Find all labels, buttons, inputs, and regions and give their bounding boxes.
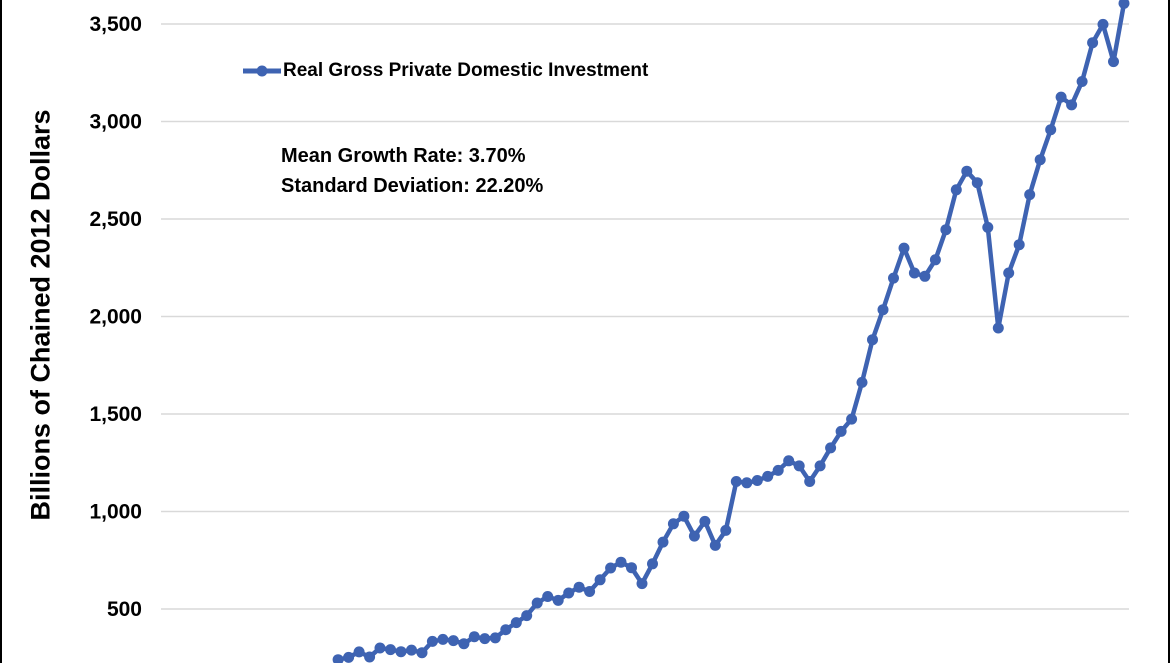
data-point-marker (835, 425, 847, 437)
data-point-marker (584, 586, 596, 597)
data-point-marker (479, 633, 491, 645)
standard-deviation-text: Standard Deviation: 22.20% (281, 175, 544, 197)
data-point-marker (940, 224, 952, 236)
data-point-marker (426, 635, 438, 647)
data-point-marker (825, 442, 837, 454)
data-point-marker (1045, 124, 1057, 136)
data-point-marker (898, 242, 910, 254)
data-point-marker (730, 476, 742, 487)
y-axis-title: Billions of Chained 2012 Dollars (25, 109, 56, 521)
data-point-marker (563, 587, 575, 599)
data-point-marker (1087, 37, 1099, 49)
data-point-marker (741, 477, 753, 489)
data-point-marker (804, 476, 816, 487)
data-point-marker (888, 272, 899, 284)
data-point-marker (542, 591, 554, 602)
y-tick-label: 2,000 (89, 306, 142, 329)
data-point-marker (552, 594, 564, 606)
data-point-marker (846, 413, 858, 425)
y-tick-label: 2,500 (89, 208, 142, 231)
legend: Real Gross Private Domestic Investment (242, 60, 648, 82)
data-point-marker (877, 304, 889, 316)
y-tick-label: 1,000 (89, 501, 142, 524)
data-point-marker (709, 539, 721, 551)
data-point-marker (908, 267, 920, 279)
data-point-marker (385, 644, 396, 656)
data-point-marker (657, 536, 669, 548)
data-point-marker (1013, 239, 1025, 251)
data-point-marker (1118, 0, 1130, 9)
data-point-marker (867, 334, 878, 346)
data-point-marker (489, 632, 501, 644)
data-point-marker (374, 642, 386, 654)
data-point-marker (416, 647, 428, 659)
data-point-marker (636, 578, 648, 590)
data-point-marker (982, 221, 994, 233)
data-point-marker (510, 617, 522, 629)
data-point-marker (468, 631, 480, 643)
data-point-marker (343, 651, 355, 663)
data-point-marker (1003, 267, 1015, 279)
data-point-marker (521, 610, 533, 622)
data-point-marker (406, 644, 417, 656)
data-point-marker (1034, 154, 1046, 166)
data-point-marker (688, 530, 700, 542)
data-point-marker (992, 322, 1004, 334)
data-point-marker (594, 574, 606, 586)
data-point-marker (364, 651, 376, 663)
data-point-marker (626, 562, 637, 574)
data-point-marker (458, 638, 470, 650)
legend-line-marker-icon (243, 65, 281, 77)
data-point-marker (793, 460, 805, 472)
data-point-marker (531, 597, 543, 609)
data-point-marker (500, 624, 512, 636)
legend-label: Real Gross Private Domestic Investment (283, 60, 649, 81)
data-point-marker (1097, 18, 1109, 30)
data-point-marker (1066, 99, 1078, 111)
data-point-marker (1024, 189, 1036, 201)
data-point-marker (751, 475, 763, 486)
data-point-marker (678, 510, 690, 522)
data-point-marker (395, 646, 407, 658)
mean-growth-rate-text: Mean Growth Rate: 3.70% (281, 145, 526, 167)
left-edge-line (0, 0, 2, 663)
data-point-marker (783, 455, 795, 467)
y-tick-label: 1,500 (89, 403, 142, 426)
y-tick-label: 500 (107, 598, 142, 621)
data-point-marker (447, 635, 459, 647)
data-point-marker (961, 165, 973, 177)
data-point-marker (647, 558, 658, 570)
data-point-marker (1108, 56, 1119, 68)
data-point-marker (353, 646, 365, 658)
data-point-marker (605, 562, 617, 574)
y-tick-label: 3,000 (89, 111, 142, 134)
data-point-marker (762, 470, 774, 482)
data-point-marker (573, 581, 585, 593)
data-point-marker (814, 460, 826, 472)
data-point-marker (971, 177, 983, 189)
data-point-marker (950, 184, 962, 196)
data-point-marker (667, 518, 679, 530)
y-tick-label: 3,500 (89, 13, 142, 36)
data-point-marker (699, 515, 711, 527)
right-edge-line (1168, 0, 1170, 663)
data-point-marker (615, 556, 627, 568)
data-point-marker (772, 464, 784, 476)
data-point-marker (1076, 76, 1088, 87)
data-series-line (334, 1, 1127, 663)
data-point-marker (1055, 91, 1067, 103)
data-point-marker (720, 524, 732, 536)
stats-annotation: Mean Growth Rate: 3.70% Standard Deviati… (281, 141, 543, 201)
data-point-marker (929, 254, 941, 266)
data-point-marker (919, 270, 931, 282)
data-point-marker (856, 376, 868, 388)
data-point-marker (332, 654, 344, 663)
data-point-marker (437, 633, 449, 645)
